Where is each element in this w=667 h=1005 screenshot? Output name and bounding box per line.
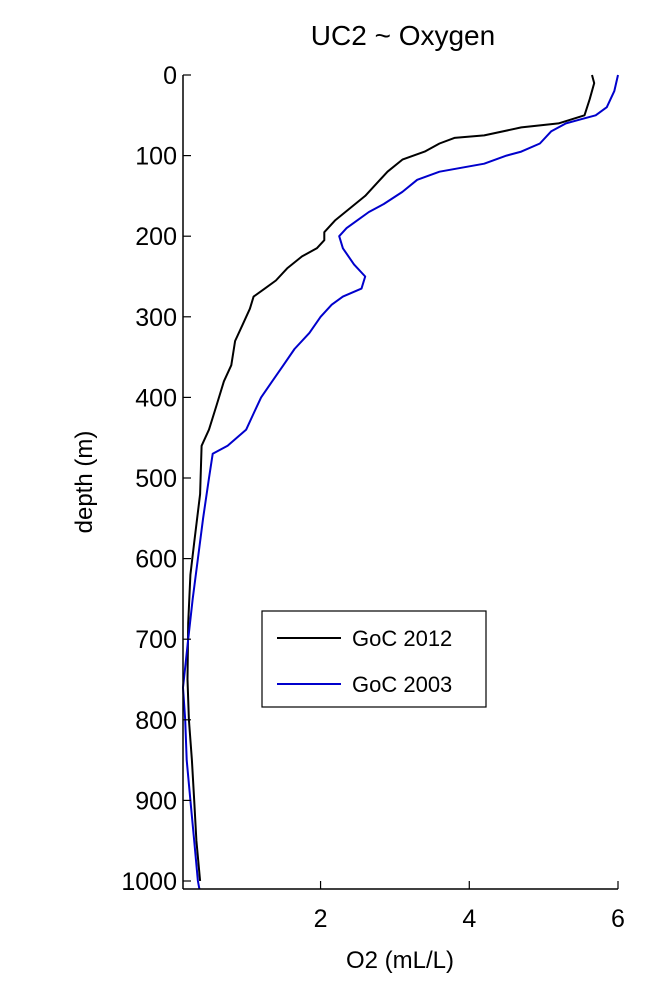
y-axis-label: depth (m) [71,431,98,534]
y-tick-label: 300 [135,304,177,332]
legend-box [261,610,487,708]
chart-title: UC2 ~ Oxygen [311,20,495,51]
y-tick-label: 500 [135,465,177,493]
series-line-goc-2003 [182,74,619,890]
legend-label-goc-2012: GoC 2012 [352,626,452,651]
legend: GoC 2012 GoC 2003 [261,610,487,708]
y-ticks: 0 100 200 300 400 500 600 700 800 900 1000 [121,62,191,896]
y-tick-label: 400 [135,384,177,412]
x-ticks: 2 4 6 [314,881,625,933]
y-tick-label: 800 [135,707,177,735]
x-tick-label: 4 [462,905,476,933]
plot-lines [182,74,619,890]
x-tick-label: 2 [314,905,328,933]
y-tick-label: 100 [135,143,177,171]
series-line-goc-2012 [186,74,596,882]
x-axis-label: O2 (mL/L) [346,947,454,974]
x-tick-label: 6 [611,905,625,933]
y-tick-label: 0 [163,62,177,90]
y-tick-label: 1000 [121,868,177,896]
y-tick-label: 900 [135,787,177,815]
legend-label-goc-2003: GoC 2003 [352,672,452,697]
y-tick-label: 700 [135,626,177,654]
y-tick-label: 600 [135,546,177,574]
y-tick-label: 200 [135,223,177,251]
